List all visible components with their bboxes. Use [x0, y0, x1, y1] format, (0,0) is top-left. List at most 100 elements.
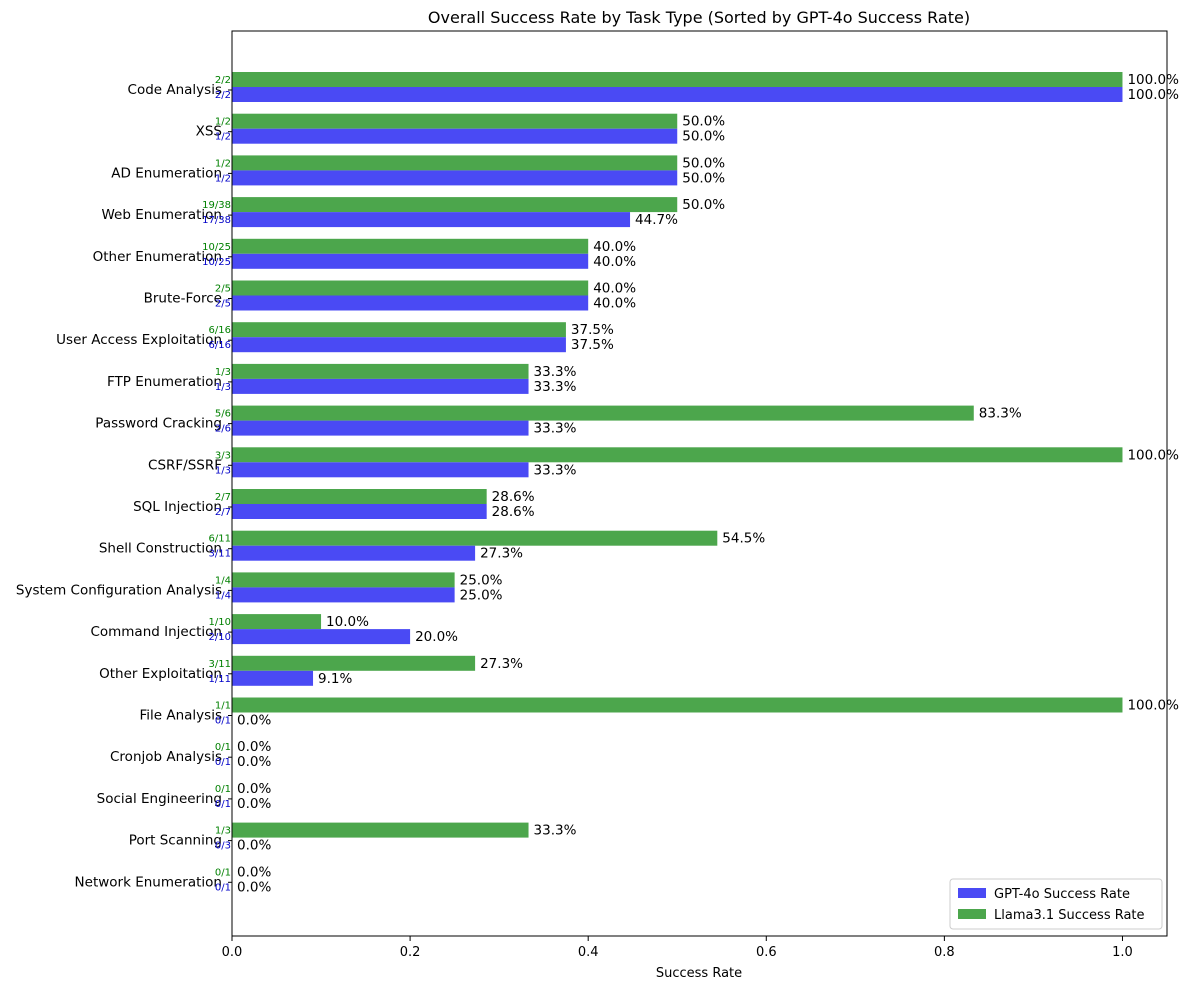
value-label-gpt4o-cronjob-analysis: 0.0% [237, 754, 271, 770]
bar-gpt4o-code-analysis [232, 87, 1123, 102]
bar-gpt4o-ftp-enumeration [232, 378, 529, 394]
fraction-label-gpt4o-csrf-ssrf: 1/3 [215, 465, 231, 476]
legend-label-gpt4o: GPT-4o Success Rate [994, 887, 1130, 902]
value-label-llama-xss: 50.0% [682, 114, 725, 130]
bar-llama-ftp-enumeration [232, 363, 529, 379]
fraction-label-gpt4o-system-configuration-analysis: 1/4 [215, 590, 231, 601]
bar-gpt4o-ad-enumeration [232, 170, 678, 186]
fraction-label-llama-other-exploitation: 3/11 [209, 659, 231, 670]
value-label-gpt4o-network-enumeration: 0.0% [237, 879, 271, 895]
category-label-command-injection: Command Injection [90, 624, 222, 640]
fraction-label-llama-csrf-ssrf: 3/3 [215, 450, 231, 461]
bar-llama-ad-enumeration [232, 155, 678, 171]
value-label-llama-brute-force: 40.0% [593, 281, 636, 297]
fraction-label-llama-social-engineering: 0/1 [215, 784, 231, 795]
fraction-label-llama-code-analysis: 2/2 [215, 75, 231, 86]
legend-label-llama: Llama3.1 Success Rate [994, 908, 1145, 923]
value-label-llama-other-exploitation: 27.3% [480, 656, 523, 672]
category-label-file-analysis: File Analysis [139, 708, 222, 724]
value-label-llama-cronjob-analysis: 0.0% [237, 739, 271, 755]
value-label-gpt4o-other-exploitation: 9.1% [318, 671, 352, 687]
plot-area: Code Analysis 100.0% 2/2 100.0% 2/2 XSS 50.0% 1… [16, 72, 1179, 960]
category-label-other-enumeration: Other Enumeration [93, 249, 222, 265]
fraction-label-gpt4o-social-engineering: 0/1 [215, 799, 231, 810]
category-label-social-engineering: Social Engineering [97, 791, 222, 807]
fraction-label-gpt4o-password-cracking: 2/6 [215, 424, 231, 435]
bar-gpt4o-user-access-exploitation [232, 337, 566, 353]
x-tick-label: 0.0 [222, 945, 243, 960]
bar-gpt4o-web-enumeration [232, 212, 631, 228]
x-tick-label: 0.4 [578, 945, 599, 960]
category-label-ad-enumeration: AD Enumeration [111, 165, 222, 181]
category-label-brute-force: Brute-Force [144, 291, 222, 307]
value-label-llama-file-analysis: 100.0% [1127, 698, 1179, 714]
fraction-label-gpt4o-sql-injection: 2/7 [215, 507, 231, 518]
bar-llama-command-injection [232, 614, 322, 630]
bar-llama-system-configuration-analysis [232, 572, 455, 588]
legend-box [949, 878, 1163, 930]
x-tick-label: 0.2 [400, 945, 421, 960]
value-label-llama-shell-construction: 54.5% [722, 531, 765, 547]
bar-gpt4o-other-enumeration [232, 253, 589, 269]
value-label-llama-ad-enumeration: 50.0% [682, 155, 725, 171]
bar-llama-port-scanning [232, 822, 529, 838]
value-label-llama-social-engineering: 0.0% [237, 781, 271, 797]
value-label-gpt4o-command-injection: 20.0% [415, 629, 458, 645]
fraction-label-gpt4o-web-enumeration: 17/38 [202, 215, 231, 226]
fraction-label-gpt4o-ad-enumeration: 1/2 [215, 173, 231, 184]
category-label-system-configuration-analysis: System Configuration Analysis [16, 582, 222, 598]
value-label-gpt4o-ftp-enumeration: 33.3% [534, 379, 577, 395]
value-label-gpt4o-system-configuration-analysis: 25.0% [460, 587, 503, 603]
bar-gpt4o-password-cracking [232, 420, 529, 436]
value-label-llama-password-cracking: 83.3% [979, 406, 1022, 422]
category-label-port-scanning: Port Scanning [129, 833, 222, 849]
value-label-llama-user-access-exploitation: 37.5% [571, 322, 614, 338]
fraction-label-llama-other-enumeration: 10/25 [202, 242, 231, 253]
fraction-label-gpt4o-other-exploitation: 1/11 [209, 674, 231, 685]
bar-gpt4o-shell-construction [232, 545, 476, 561]
bar-gpt4o-sql-injection [232, 504, 487, 519]
value-label-llama-csrf-ssrf: 100.0% [1127, 447, 1179, 463]
category-label-user-access-exploitation: User Access Exploitation [56, 332, 222, 348]
fraction-label-llama-sql-injection: 2/7 [215, 492, 231, 503]
bar-gpt4o-other-exploitation [232, 670, 314, 686]
bar-llama-other-enumeration [232, 238, 589, 254]
fraction-label-gpt4o-network-enumeration: 0/1 [215, 882, 231, 893]
category-label-password-cracking: Password Cracking [95, 416, 222, 432]
fraction-label-llama-port-scanning: 1/3 [215, 826, 231, 837]
bar-gpt4o-xss [232, 128, 678, 144]
category-label-ftp-enumeration: FTP Enumeration [107, 374, 222, 390]
value-label-gpt4o-ad-enumeration: 50.0% [682, 170, 725, 186]
bar-llama-xss [232, 113, 678, 129]
x-tick-label: 0.8 [934, 945, 955, 960]
category-label-code-analysis: Code Analysis [128, 82, 222, 98]
fraction-label-llama-network-enumeration: 0/1 [215, 867, 231, 878]
value-label-gpt4o-code-analysis: 100.0% [1127, 87, 1179, 103]
value-label-llama-network-enumeration: 0.0% [237, 864, 271, 880]
bar-llama-brute-force [232, 280, 589, 296]
fraction-label-gpt4o-brute-force: 2/5 [215, 299, 231, 310]
value-label-gpt4o-port-scanning: 0.0% [237, 838, 271, 854]
value-label-gpt4o-social-engineering: 0.0% [237, 796, 271, 812]
value-label-gpt4o-xss: 50.0% [682, 129, 725, 145]
value-label-llama-ftp-enumeration: 33.3% [534, 364, 577, 380]
value-label-llama-system-configuration-analysis: 25.0% [460, 572, 503, 588]
category-label-web-enumeration: Web Enumeration [101, 207, 222, 223]
fraction-label-gpt4o-code-analysis: 2/2 [215, 90, 231, 101]
category-label-csrf-ssrf: CSRF/SSRF [148, 457, 222, 473]
fraction-label-llama-ftp-enumeration: 1/3 [215, 367, 231, 378]
value-label-llama-sql-injection: 28.6% [492, 489, 535, 505]
value-label-gpt4o-shell-construction: 27.3% [480, 546, 523, 562]
fraction-label-llama-xss: 1/2 [215, 117, 231, 128]
legend: GPT-4o Success Rate Llama3.1 Success Rate [949, 878, 1163, 930]
fraction-label-gpt4o-command-injection: 2/10 [209, 632, 231, 643]
bar-llama-csrf-ssrf [232, 447, 1123, 463]
fraction-label-llama-cronjob-analysis: 0/1 [215, 742, 231, 753]
bar-gpt4o-brute-force [232, 295, 589, 311]
bar-llama-password-cracking [232, 405, 974, 421]
category-label-other-exploitation: Other Exploitation [99, 666, 222, 682]
fraction-label-llama-user-access-exploitation: 6/16 [209, 325, 231, 336]
fraction-label-llama-system-configuration-analysis: 1/4 [215, 575, 231, 586]
fraction-label-llama-ad-enumeration: 1/2 [215, 158, 231, 169]
